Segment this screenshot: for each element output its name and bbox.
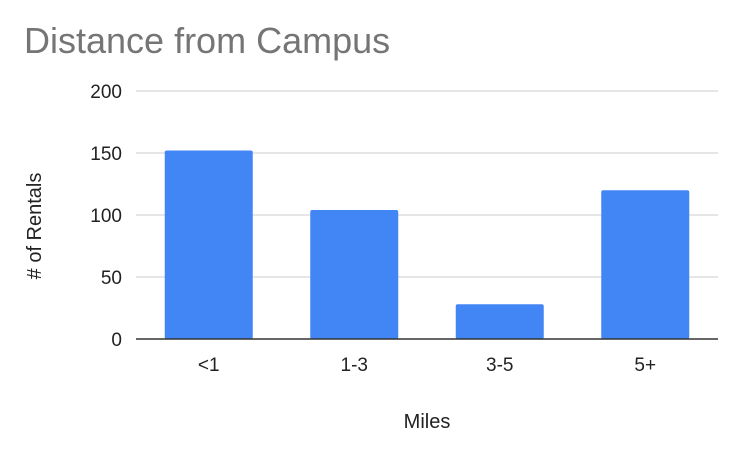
y-tick-label: 100: [90, 206, 122, 227]
bars: [164, 150, 690, 339]
y-tick-label: 50: [101, 268, 122, 289]
x-axis-title: Miles: [404, 411, 451, 433]
bar-2: [455, 304, 544, 339]
x-tick-label: 3-5: [486, 355, 513, 376]
bar-1: [310, 210, 399, 339]
bar-0: [164, 150, 253, 339]
x-tick-label: <1: [198, 355, 220, 376]
x-tick-label: 1-3: [341, 355, 368, 376]
bar-3: [601, 190, 690, 339]
y-tick-label: 200: [90, 82, 122, 103]
chart-title: Distance from Campus: [24, 20, 391, 61]
y-tick-label: 0: [111, 330, 122, 351]
x-tick-label: 5+: [634, 355, 656, 376]
y-tick-label: 150: [90, 144, 122, 165]
x-tick-labels: <1 1-3 3-5 5+: [198, 355, 656, 376]
y-tick-labels: 0 50 100 150 200: [90, 82, 122, 351]
y-axis-title: # of Rentals: [24, 173, 46, 280]
